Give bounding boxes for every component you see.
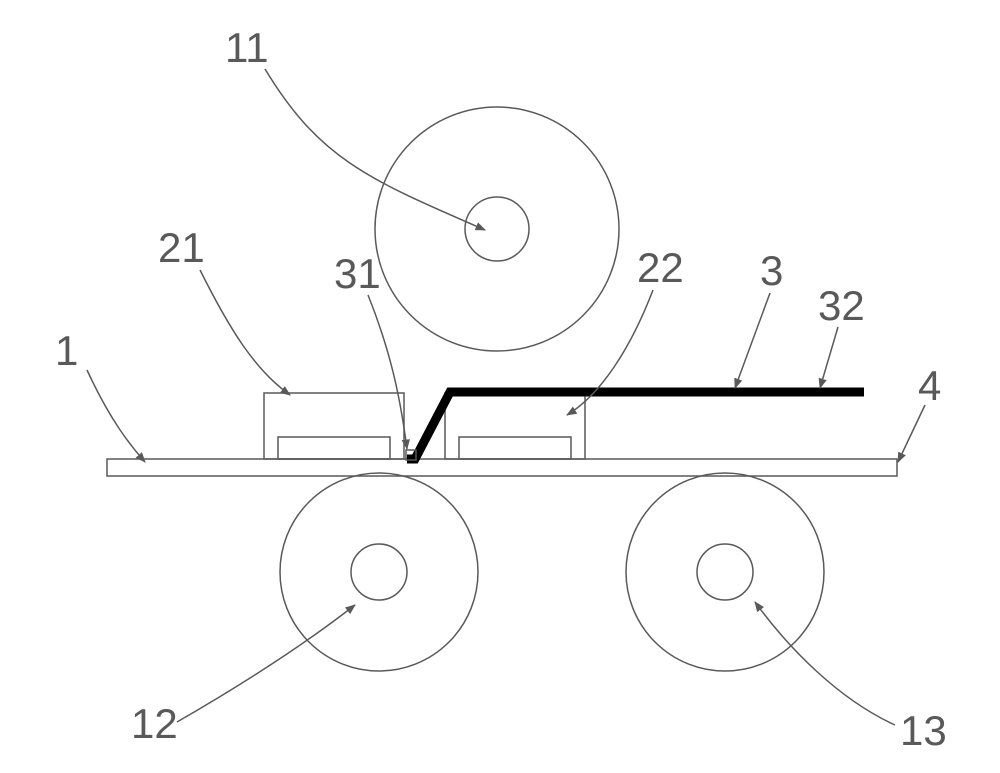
left-wheel-outer: [280, 473, 478, 671]
left-wheel-inner: [351, 544, 407, 600]
leader-11: [265, 69, 485, 230]
support-box-right-inset: [459, 437, 571, 459]
label-4: 4: [918, 362, 941, 409]
label-12: 12: [131, 700, 178, 747]
top-wheel-outer: [375, 107, 619, 351]
leader-12: [177, 605, 355, 722]
top-wheel-inner: [465, 197, 529, 261]
leader-3: [735, 293, 770, 388]
support-box-left-inset: [278, 437, 390, 459]
label-32: 32: [818, 282, 865, 329]
label-1: 1: [55, 327, 78, 374]
leader-31: [368, 295, 407, 449]
label-22: 22: [637, 244, 684, 291]
support-box-right: [445, 393, 585, 459]
bent-bar: [407, 392, 864, 459]
right-wheel-outer: [626, 473, 824, 671]
leader-21: [200, 270, 290, 395]
label-21: 21: [158, 224, 205, 271]
platform: [107, 459, 897, 476]
leader-32: [820, 327, 838, 388]
label-13: 13: [900, 707, 947, 754]
diagram-canvas: 11 21 31 22 3 32 1 4 12 13: [0, 0, 1000, 773]
leader-13: [755, 602, 895, 725]
leader-1: [87, 370, 145, 462]
leader-4: [898, 405, 925, 462]
label-31: 31: [334, 250, 381, 297]
label-3: 3: [760, 247, 783, 294]
support-box-left: [264, 393, 404, 459]
label-11: 11: [225, 24, 269, 71]
right-wheel-inner: [697, 544, 753, 600]
